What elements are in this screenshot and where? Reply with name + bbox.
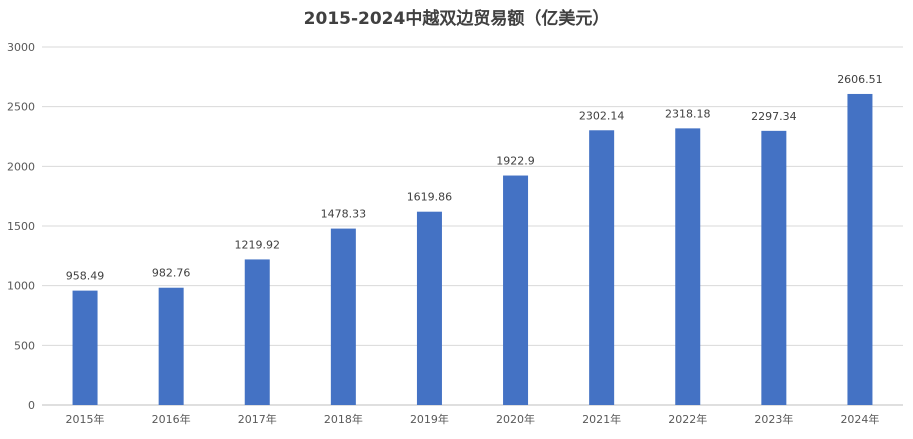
data-label: 958.49 [66, 270, 105, 283]
bar [330, 228, 356, 405]
y-tick-label: 0 [28, 399, 35, 412]
bar [72, 290, 98, 405]
x-tick-label: 2015年 [66, 412, 105, 426]
chart-title: 2015-2024中越双边贸易额（亿美元） [303, 9, 610, 29]
x-tick-label: 2024年 [840, 412, 879, 426]
y-tick-label: 500 [14, 339, 35, 352]
data-label: 2606.51 [837, 73, 883, 86]
data-label: 1922.9 [496, 155, 535, 168]
y-tick-label: 1500 [7, 220, 35, 233]
data-label: 1219.92 [235, 238, 281, 251]
bar [503, 175, 529, 405]
bar [589, 130, 615, 405]
bar [244, 259, 270, 405]
bar [158, 287, 184, 405]
x-tick-label: 2019年 [410, 412, 449, 426]
data-label: 1478.33 [321, 208, 367, 221]
x-tick-label: 2017年 [238, 412, 277, 426]
x-tick-label: 2018年 [324, 412, 363, 426]
data-label: 2302.14 [579, 109, 625, 122]
y-tick-label: 2000 [7, 160, 35, 173]
data-label: 2297.34 [751, 110, 797, 123]
data-label: 2318.18 [665, 107, 711, 120]
x-tick-label: 2021年 [582, 412, 621, 426]
data-label: 982.76 [152, 267, 191, 280]
data-label: 1619.86 [407, 191, 453, 204]
x-tick-label: 2022年 [668, 412, 707, 426]
x-tick-label: 2020年 [496, 412, 535, 426]
y-tick-label: 3000 [7, 41, 35, 54]
y-tick-label: 1000 [7, 280, 35, 293]
bar [675, 128, 701, 406]
bar [847, 93, 873, 405]
x-tick-label: 2016年 [152, 412, 191, 426]
y-tick-label: 2500 [7, 101, 35, 114]
x-tick-label: 2023年 [754, 412, 793, 426]
bar [761, 130, 787, 405]
bar [416, 211, 442, 405]
